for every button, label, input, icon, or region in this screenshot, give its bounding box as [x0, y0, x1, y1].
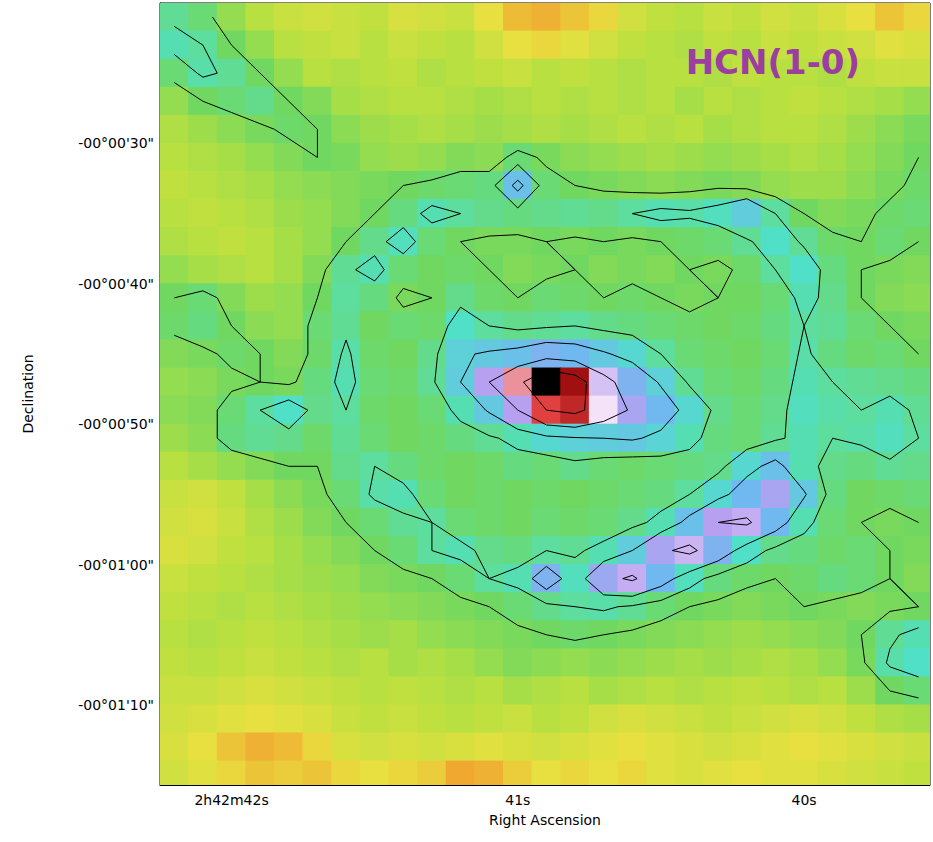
svg-text:-00°00'40": -00°00'40" — [78, 276, 154, 292]
svg-text:40s: 40s — [791, 792, 816, 808]
svg-text:-00°01'10": -00°01'10" — [78, 697, 154, 713]
svg-text:HCN(1-0): HCN(1-0) — [686, 42, 860, 82]
svg-text:Declination: Declination — [20, 354, 36, 433]
svg-text:2h42m42s: 2h42m42s — [194, 792, 268, 808]
svg-text:41s: 41s — [505, 792, 530, 808]
svg-text:Right Ascension: Right Ascension — [489, 812, 601, 828]
svg-text:-00°00'30": -00°00'30" — [78, 135, 154, 151]
svg-text:-00°00'50": -00°00'50" — [78, 416, 154, 432]
svg-text:-00°01'00": -00°01'00" — [78, 557, 154, 573]
